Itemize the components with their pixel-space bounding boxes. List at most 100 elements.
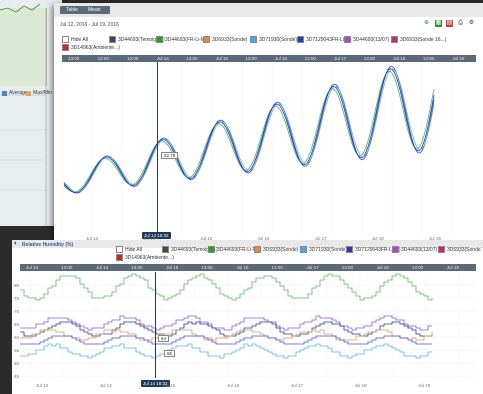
bottom-legend-item[interactable]: 3D44693(Temoign...): [162, 246, 218, 253]
zoom-icon[interactable]: ⊕: [423, 20, 430, 26]
time-tick-label: Jul 16: [257, 236, 270, 241]
time-tick-label: Jul 18: [354, 383, 367, 388]
humidity-title: Relative Humidity (%): [22, 242, 74, 248]
bottom-legend-item[interactable]: 3D14963(Ambiente...): [116, 254, 174, 261]
bottom-legend-item[interactable]: 3D6933(Sonde): [254, 246, 298, 253]
legend-label: 3D7129043FR-Li-M): [306, 36, 352, 43]
time-tick-label: Jul 17: [334, 56, 347, 61]
time-tick-label: 13:00: [131, 265, 143, 270]
top-legend-item[interactable]: 3D44693(13/07): [344, 36, 389, 43]
temperature-series-line: [63, 68, 435, 193]
temperature-chart[interactable]: [54, 62, 483, 246]
time-tick-label: 13:00: [245, 56, 257, 61]
time-tick-label: Jul 14: [99, 383, 112, 388]
legend-label: 3D71930(Sonde): [309, 246, 348, 253]
time-tick-label: Jul 16: [227, 383, 240, 388]
top-legend-item[interactable]: 3D7129043FR-Li-M): [297, 36, 352, 43]
time-tick-label: Jul 14: [96, 265, 109, 270]
swatch-icon: [392, 246, 399, 253]
legend-label: 3D14963(Ambiente...): [71, 44, 120, 51]
top-legend-item[interactable]: 3D6933(Sonde 16...): [391, 36, 446, 43]
humidity-series-line: [20, 321, 433, 337]
time-tick-label: Jul 19: [452, 56, 465, 61]
humidity-header: [12, 240, 483, 248]
humidity-chart[interactable]: [20, 272, 476, 378]
swatch-icon: [62, 36, 69, 43]
legend-label: 3D6933(Sonde 16...): [400, 36, 447, 43]
swatch-icon: [109, 36, 116, 43]
time-tick-label: 13:00: [97, 56, 109, 61]
time-tick-label: 13:00: [422, 56, 435, 61]
legend-label: 3D44693(FR-Li-M): [217, 246, 259, 253]
legend-label: 3D44693(13/07): [401, 246, 438, 253]
legend-label: 3D44693(Temoign...): [171, 246, 218, 253]
time-tick-label: 13:00: [201, 265, 213, 270]
background-window-plot: [0, 3, 47, 226]
export-pdf-icon[interactable]: ▤: [446, 20, 453, 27]
swatch-icon: [162, 246, 169, 253]
bottom-time-bar[interactable]: [20, 264, 476, 271]
time-tick-label: Jul 15: [215, 56, 228, 61]
bottom-legend-item[interactable]: 3D44693(FR-Li-M): [208, 246, 259, 253]
time-tick-label: Jul 13: [86, 236, 99, 241]
time-tick-label: Jul 16: [236, 265, 249, 270]
settings-icon[interactable]: ⚙: [468, 20, 475, 26]
bottom-cursor-label: Jul 14 16:32: [141, 380, 170, 387]
swatch-icon: [344, 36, 351, 43]
tab-mean[interactable]: Mean: [88, 7, 101, 13]
time-tick-label: Jul 17: [290, 383, 303, 388]
top-time-bar[interactable]: [62, 55, 476, 62]
top-legend-item[interactable]: 3D44693(FR-Li-M): [156, 36, 207, 43]
time-tick-label: Jul 18: [393, 56, 406, 61]
tab-bar: [60, 6, 110, 14]
top-legend-item[interactable]: 3D44693(Temoign...): [109, 36, 165, 43]
print-icon[interactable]: ⎙: [458, 20, 463, 26]
humidity-series-line: [20, 273, 433, 301]
swatch-icon: [254, 246, 261, 253]
back-legend-maxmin[interactable]: Max/Min: [26, 90, 52, 96]
swatch-icon: [156, 36, 163, 43]
legend-label: 3D14963(Ambiente...): [125, 254, 174, 261]
top-legend-item[interactable]: Hide All: [62, 36, 88, 43]
bottom-legend-item[interactable]: 3D6933(Sonde 16...): [438, 246, 483, 253]
tab-table[interactable]: Table: [66, 7, 78, 13]
legend-label: 3D44693(13/07): [353, 36, 390, 43]
time-tick-label: Jul 16: [275, 56, 288, 61]
time-tick-label: 13:00: [363, 56, 375, 61]
bottom-cursor-line: [155, 272, 156, 378]
top-legend-item[interactable]: 3D6933(Sonde): [203, 36, 247, 43]
legend-label: Hide All: [125, 246, 142, 253]
time-tick-label: 13:00: [61, 265, 73, 270]
export-excel-icon[interactable]: ▦: [435, 20, 442, 27]
swatch-icon: [116, 246, 123, 253]
legend-label: 3D71930(Sonde): [259, 36, 298, 43]
top-legend-item[interactable]: 3D71930(Sonde): [250, 36, 297, 43]
panel-header: [54, 3, 483, 17]
time-tick-label: Jul 14: [143, 236, 156, 241]
time-tick-label: Jul 15: [163, 383, 176, 388]
bottom-legend-item[interactable]: Hide All: [116, 246, 142, 253]
time-tick-label: 13:00: [341, 265, 353, 270]
y-tick-label: 80: [14, 283, 20, 288]
time-tick-label: Jul 19: [418, 383, 431, 388]
back-legend-average[interactable]: Average: [2, 90, 28, 96]
y-tick-label: 65: [14, 322, 20, 327]
legend-label: Hide All: [71, 36, 88, 43]
background-window-chart: [0, 8, 47, 86]
swatch-icon: [116, 254, 123, 261]
time-tick-label: 13:00: [68, 56, 80, 61]
top-legend-item[interactable]: 3D14963(Ambiente...): [62, 44, 120, 51]
bottom-legend-item[interactable]: 3D44693(13/07): [392, 246, 437, 253]
bottom-tooltip-value-1: 64: [158, 335, 170, 342]
y-tick-label: 60: [14, 335, 20, 340]
bottom-legend-item[interactable]: 3D71930(Sonde): [300, 246, 347, 253]
time-tick-label: Jul 18: [371, 236, 384, 241]
top-cursor-label: Jul 14 16:32: [142, 232, 171, 239]
y-tick-label: 50: [14, 361, 20, 366]
time-tick-label: Jul 13: [26, 265, 39, 270]
top-tooltip-value: 22.75: [161, 152, 179, 159]
time-tick-label: Jul 19: [428, 236, 441, 241]
y-tick-label: 75: [14, 296, 20, 301]
bottom-legend-item[interactable]: 3D7129043FR-Li-M): [346, 246, 401, 253]
swatch-icon: [438, 246, 445, 253]
